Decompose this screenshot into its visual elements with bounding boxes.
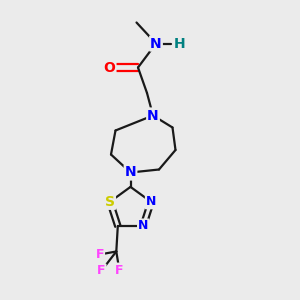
Text: N: N — [146, 195, 156, 208]
Text: F: F — [115, 264, 124, 277]
Text: S: S — [105, 195, 115, 209]
Text: N: N — [150, 37, 162, 50]
Text: O: O — [103, 61, 116, 74]
Text: N: N — [125, 166, 136, 179]
Text: F: F — [97, 265, 106, 278]
Text: H: H — [174, 37, 186, 50]
Text: F: F — [96, 248, 104, 261]
Text: N: N — [138, 220, 148, 232]
Text: N: N — [147, 109, 159, 122]
